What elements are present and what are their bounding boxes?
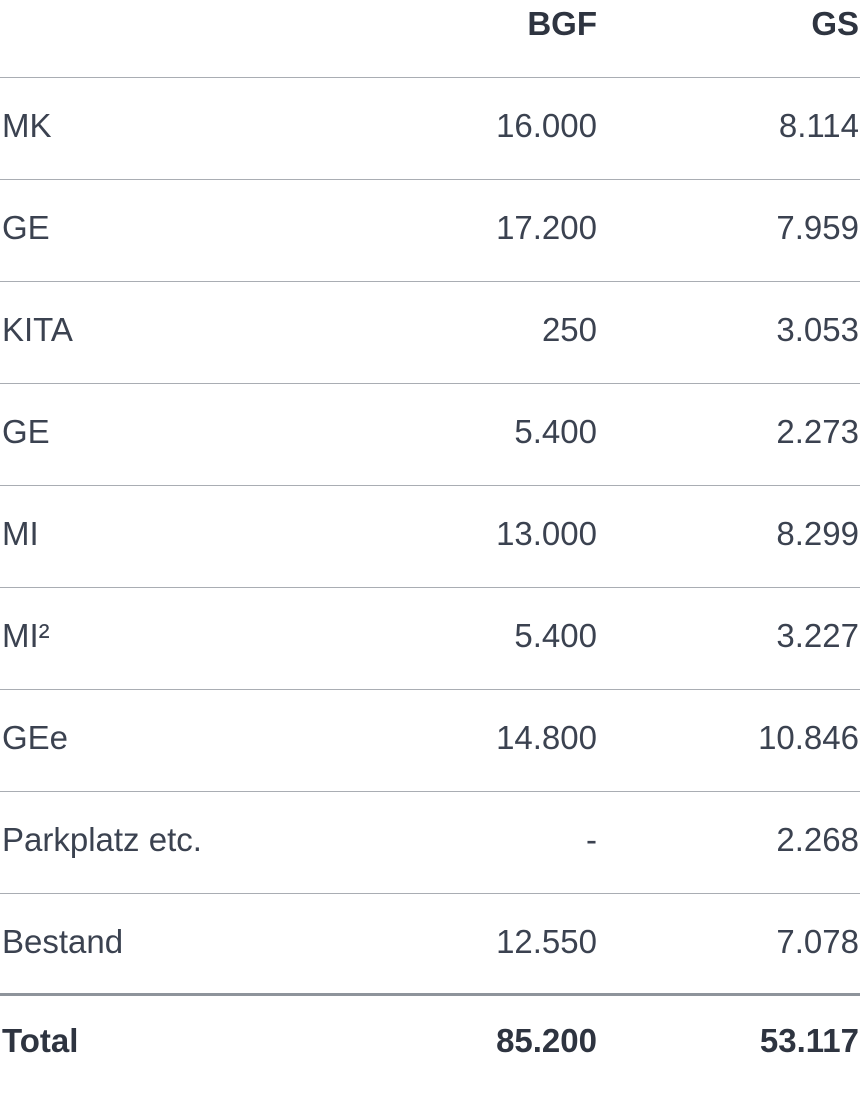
row-gs: 2.268 <box>776 821 859 858</box>
row-label: MI² <box>2 617 50 654</box>
row-gs: 3.053 <box>776 311 859 348</box>
table-header: BGF GS <box>0 0 860 78</box>
row-bgf: 5.400 <box>514 413 597 450</box>
row-label: MK <box>2 107 52 144</box>
row-gs: 8.299 <box>776 515 859 552</box>
row-bgf: 13.000 <box>496 515 597 552</box>
row-label: GE <box>2 413 50 450</box>
row-label: KITA <box>2 311 73 348</box>
row-gs: 8.114 <box>778 107 859 144</box>
row-label: Parkplatz etc. <box>2 821 202 858</box>
row-bgf: - <box>586 821 597 858</box>
row-gs: 3.227 <box>776 617 859 654</box>
table-row: Bestand 12.550 7.078 <box>0 894 860 996</box>
row-gs: 7.959 <box>776 209 859 246</box>
row-gs: 10.846 <box>758 719 859 756</box>
table-row: GEe 14.800 10.846 <box>0 690 860 792</box>
table-row: MI² 5.400 3.227 <box>0 588 860 690</box>
row-bgf: 14.800 <box>496 719 597 756</box>
header-gs: GS <box>811 5 859 42</box>
table-row: GE 5.400 2.273 <box>0 384 860 486</box>
row-bgf: 5.400 <box>514 617 597 654</box>
table-row: MI 13.000 8.299 <box>0 486 860 588</box>
row-label: GEe <box>2 719 69 756</box>
row-bgf: 16.000 <box>496 107 597 144</box>
row-bgf: 12.550 <box>496 923 597 960</box>
row-label: MI <box>2 515 39 552</box>
total-label: Total <box>2 1022 79 1059</box>
row-gs: 2.273 <box>776 413 859 450</box>
row-bgf: 250 <box>541 311 597 348</box>
total-bgf: 85.200 <box>496 1022 597 1059</box>
row-label: Bestand <box>2 923 124 960</box>
row-bgf: 17.200 <box>496 209 597 246</box>
table-row: Parkplatz etc. - 2.268 <box>0 792 860 894</box>
table-row: KITA 250 3.053 <box>0 282 860 384</box>
table-total-row: Total 85.200 53.117 <box>0 996 860 1096</box>
row-label: GE <box>2 209 50 246</box>
header-bgf: BGF <box>527 5 597 42</box>
table-row: GE 17.200 7.959 <box>0 180 860 282</box>
row-gs: 7.078 <box>776 923 859 960</box>
total-gs: 53.117 <box>759 1022 859 1059</box>
table-row: MK 16.000 8.114 <box>0 78 860 180</box>
